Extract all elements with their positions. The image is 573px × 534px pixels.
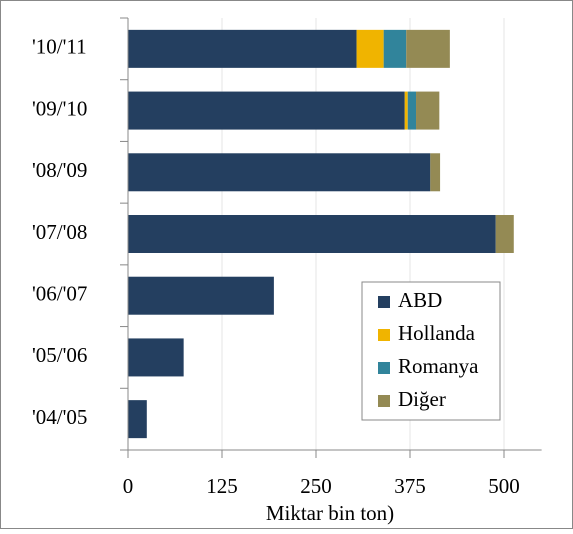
y-tick-label: '08/'09 — [32, 158, 87, 182]
bar-segment — [128, 153, 431, 192]
bar-segment — [416, 91, 440, 130]
legend-swatch — [378, 362, 390, 374]
legend-label: Hollanda — [398, 321, 476, 345]
bar-segment — [128, 276, 274, 315]
bar-segment — [406, 29, 450, 68]
legend-label: ABD — [398, 288, 442, 312]
bar-segment — [407, 91, 417, 130]
x-tick-label: 0 — [123, 474, 134, 498]
bar-segment — [128, 29, 357, 68]
legend-swatch — [378, 329, 390, 341]
bar-segment — [430, 153, 441, 192]
bar-segment — [128, 215, 496, 253]
legend-label: Diğer — [398, 387, 446, 411]
y-tick-label: '09/'10 — [32, 96, 87, 120]
bar-segment — [495, 215, 514, 253]
x-tick-label: 125 — [206, 474, 238, 498]
bar-segment — [383, 29, 407, 68]
x-tick-label: 375 — [394, 474, 426, 498]
x-tick-label: 500 — [488, 474, 520, 498]
x-axis-label: Miktar bin ton) — [266, 501, 394, 525]
y-tick-label: '05/'06 — [32, 343, 87, 367]
bar-segment — [356, 29, 384, 68]
bar-segment — [128, 91, 405, 130]
y-tick-label: '04/'05 — [32, 405, 87, 429]
bar-segment — [128, 400, 147, 439]
bar-segment — [404, 91, 408, 130]
x-tick-label: 250 — [300, 474, 332, 498]
y-tick-label: '10/'11 — [32, 35, 87, 59]
legend-label: Romanya — [398, 354, 479, 378]
bar-segment — [128, 338, 184, 377]
legend-swatch — [378, 296, 390, 308]
y-tick-label: '06/'07 — [32, 282, 87, 306]
legend-swatch — [378, 395, 390, 407]
y-tick-label: '07/'08 — [32, 220, 87, 244]
